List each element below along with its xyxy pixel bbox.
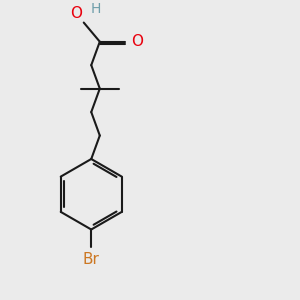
Text: Br: Br <box>83 251 100 266</box>
Text: H: H <box>90 2 100 16</box>
Text: O: O <box>70 6 82 21</box>
Text: O: O <box>131 34 143 49</box>
